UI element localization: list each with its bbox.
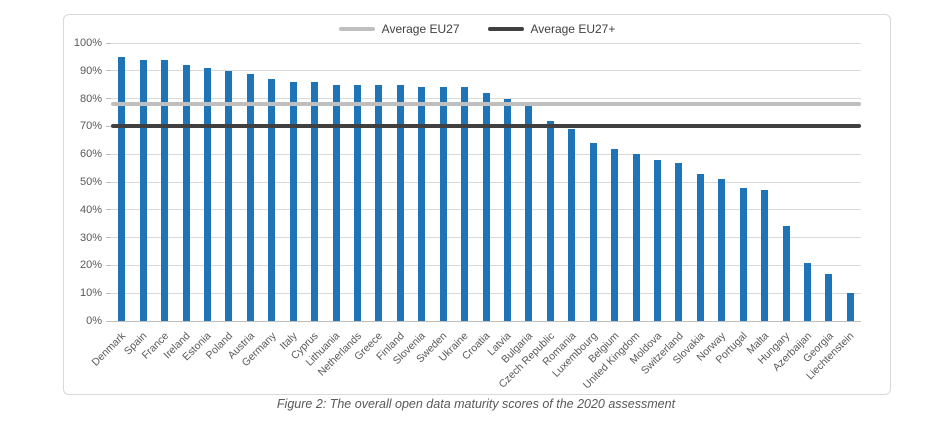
bar-georgia: [825, 273, 833, 321]
bar-ukraine: [461, 87, 469, 321]
bar-czech-republic: [546, 120, 554, 321]
bar-netherlands: [353, 84, 361, 321]
y-tick-label: 0%: [86, 315, 102, 327]
bar-azerbaijan: [803, 262, 811, 321]
gridline-0: [111, 320, 861, 322]
y-tick-label: 20%: [79, 259, 102, 272]
x-axis-labels: Denmark Spain France Ireland Estonia Poland Au…: [90, 321, 861, 393]
legend-label-average-eu27-plus: Average EU27+: [530, 22, 616, 36]
bar-liechtenstein: [846, 293, 854, 321]
bar-denmark: [118, 56, 126, 321]
bar-austria: [246, 73, 254, 321]
bar-romania: [568, 129, 576, 321]
y-tick-label: 10%: [79, 287, 102, 300]
gridline-90: [111, 70, 861, 72]
y-tick-label: 100%: [73, 37, 102, 49]
bar-portugal: [739, 187, 747, 321]
y-axis-tick: [106, 209, 111, 211]
bar-slovakia: [696, 173, 704, 321]
y-axis-tick: [106, 153, 111, 155]
y-axis-tick: [106, 237, 111, 239]
y-axis-tick: [106, 320, 111, 322]
bar-ireland: [182, 65, 190, 321]
chart-legend: Average EU27 Average EU27+: [64, 22, 890, 36]
y-axis-tick: [106, 292, 111, 294]
bar-france: [161, 59, 169, 321]
bar-sweden: [439, 87, 447, 321]
legend-line-swatch-average-eu27: [338, 27, 375, 31]
bar-spain: [139, 59, 147, 321]
bar-switzerland: [675, 162, 683, 321]
bar-latvia: [503, 98, 511, 321]
bar-croatia: [482, 93, 490, 321]
y-tick-label: 80%: [79, 92, 102, 105]
y-tick-label: 30%: [79, 231, 102, 244]
y-tick-label: 90%: [79, 64, 102, 77]
y-tick-label: 50%: [79, 176, 102, 188]
y-axis-tick: [106, 181, 111, 183]
bar-bulgaria: [525, 104, 533, 321]
bar-belgium: [611, 148, 619, 321]
legend-line-swatch-average-eu27-plus: [487, 27, 524, 31]
bar-united-kingdom: [632, 154, 640, 321]
legend-item-average-eu27-plus: Average EU27+: [487, 22, 616, 36]
legend-label-average-eu27: Average EU27: [381, 22, 460, 36]
y-tick-label: 70%: [79, 120, 102, 133]
bar-moldova: [653, 159, 661, 321]
y-axis-tick: [106, 70, 111, 72]
bar-greece: [375, 84, 383, 321]
y-axis-tick: [106, 125, 111, 127]
bar-norway: [718, 179, 726, 321]
gridline-100: [111, 42, 861, 44]
bar-italy: [289, 81, 297, 321]
bar-malta: [761, 190, 769, 321]
y-tick-label: 60%: [79, 148, 102, 161]
average-eu27-plus-line: [111, 124, 861, 129]
plot-area: [111, 42, 861, 322]
bar-finland: [396, 84, 404, 321]
legend-item-average-eu27: Average EU27: [338, 22, 460, 36]
y-axis-tick: [106, 42, 111, 44]
chart-frame: Average EU27 Average EU27+ 0% 10% 20% 30% 40%…: [63, 14, 891, 395]
bar-germany: [268, 79, 276, 321]
bar-estonia: [203, 68, 211, 321]
bar-slovenia: [418, 87, 426, 321]
bar-poland: [225, 70, 233, 321]
figure-caption: Figure 2: The overall open data maturity…: [276, 397, 676, 411]
y-axis-tick: [106, 98, 111, 100]
bar-luxembourg: [589, 143, 597, 321]
average-eu27-line: [111, 102, 861, 107]
bar-cyprus: [311, 81, 319, 321]
y-axis-tick: [106, 264, 111, 266]
y-tick-label: 40%: [79, 203, 102, 216]
bar-hungary: [782, 226, 790, 321]
bar-lithuania: [332, 84, 340, 321]
